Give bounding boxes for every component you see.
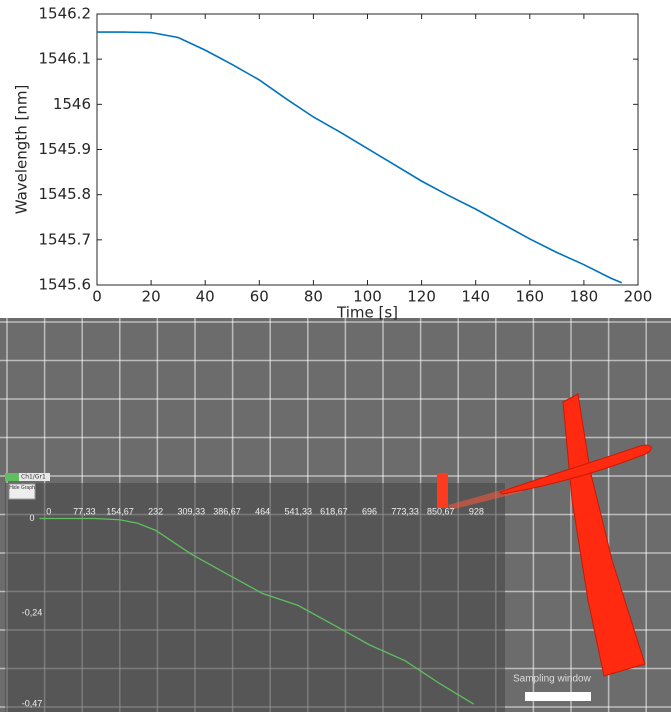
- page: {"chart_data": [ {"type": "line", "xlabe…: [0, 0, 671, 712]
- y-tick-label: 1546: [53, 95, 91, 113]
- screen: Ch1/Gr1 Hide Graph Sampling window 0 20 40…: [0, 0, 671, 712]
- x-tick-label: 850,67: [427, 506, 455, 516]
- x-tick-label: 40: [196, 288, 215, 306]
- x-tick-label: 77,33: [73, 506, 96, 516]
- x-tick-label: 120: [407, 288, 436, 306]
- figure-background: [0, 0, 671, 318]
- x-tick-label: 928: [469, 506, 484, 516]
- x-tick-label: 200: [624, 288, 653, 306]
- x-axis-label: Time [s]: [336, 304, 398, 322]
- sampling-label: Sampling window: [513, 674, 592, 685]
- x-tick-label: 180: [570, 288, 599, 306]
- button-label-box: Hide Graph: [9, 484, 35, 499]
- x-tick-label: 60: [250, 288, 269, 306]
- y-tick-label: 1545.6: [39, 276, 92, 294]
- x-tick-label: 140: [461, 288, 490, 306]
- y-tick-label: 1546.1: [39, 50, 92, 68]
- y-tick-label: 1545.9: [39, 140, 92, 158]
- x-tick-label: 541,33: [284, 506, 312, 516]
- x-tick-label: 20: [142, 288, 161, 306]
- legend-label: Ch1/Gr1: [21, 474, 46, 481]
- x-tick-label: 0: [46, 506, 51, 516]
- x-tick-label: 154,67: [106, 506, 134, 516]
- x-tick-label: 773,33: [391, 506, 419, 516]
- y-tick-label: 1545.8: [39, 185, 92, 203]
- red-marker: [437, 473, 448, 508]
- y-tick-label: -0,47: [22, 698, 43, 708]
- x-tick-label: 232: [148, 506, 163, 516]
- x-tick-label: 386,67: [213, 506, 241, 516]
- x-tick-label: 80: [304, 288, 323, 306]
- x-tick-label: 696: [362, 506, 377, 516]
- x-tick-label: 160: [515, 288, 544, 306]
- sampling-input[interactable]: [525, 692, 591, 701]
- y-tick-label: 1546.2: [39, 5, 92, 23]
- x-tick-label: 0: [92, 288, 102, 306]
- x-tick-label: 309,33: [178, 506, 206, 516]
- legend-swatch: [5, 473, 19, 481]
- x-tick-label: 464: [255, 506, 270, 516]
- y-tick-label: -0,24: [22, 608, 43, 618]
- y-axis-label: Wavelength [nm]: [13, 85, 31, 215]
- button-label[interactable]: Hide Graph: [9, 484, 35, 491]
- y-tick-label: 1545.7: [39, 230, 92, 248]
- x-tick-label: 618,67: [320, 506, 348, 516]
- y-tick-label: 0: [29, 513, 34, 523]
